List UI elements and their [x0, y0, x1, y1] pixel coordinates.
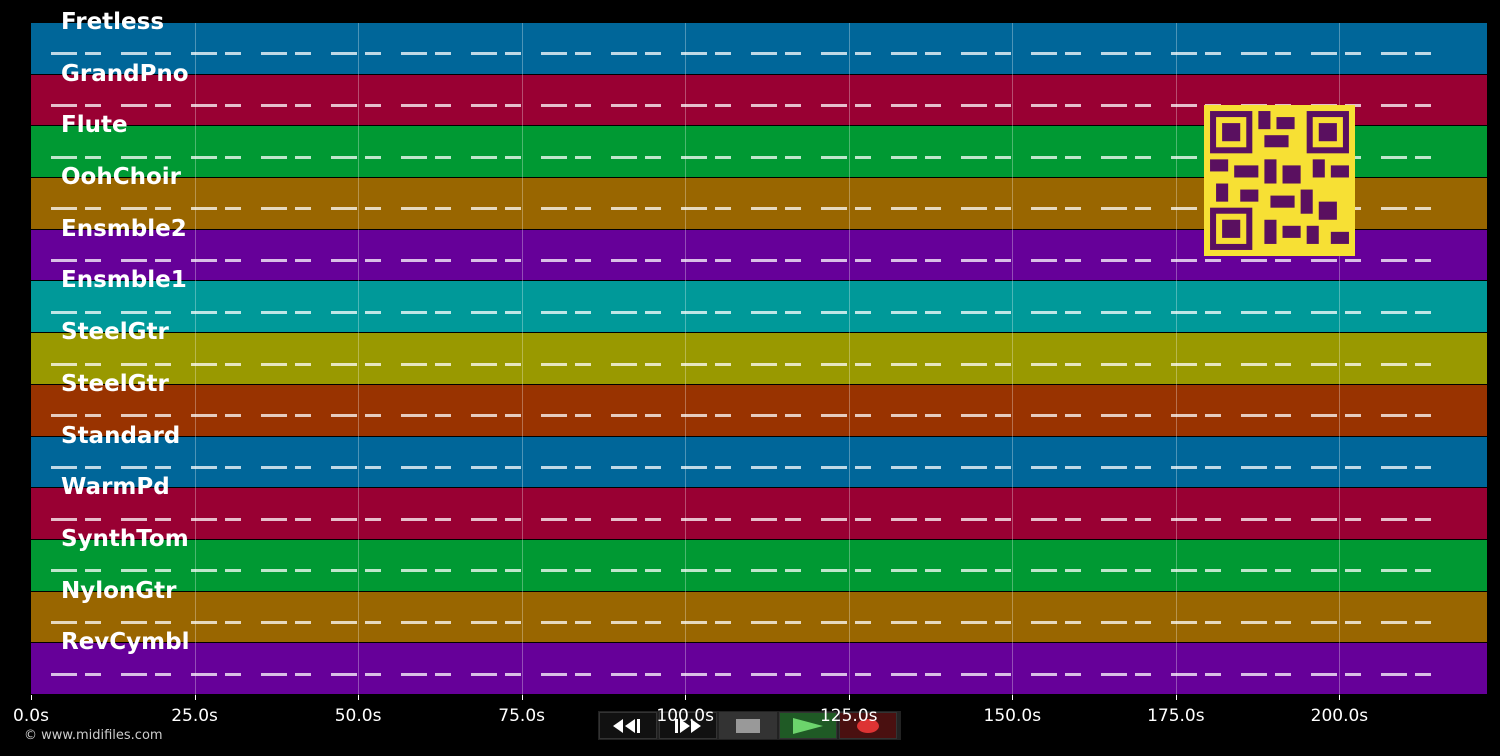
transport-controls [598, 711, 901, 740]
note-strip [51, 362, 1447, 366]
grid-line [1339, 23, 1341, 695]
track-name: SteelGtr [61, 370, 169, 397]
record-button[interactable] [839, 712, 897, 739]
tick-label: 25.0s [171, 706, 218, 726]
note-strip [51, 569, 1447, 573]
tick-mark [1339, 695, 1341, 700]
tick-label: 75.0s [498, 706, 545, 726]
track-name: NylonGtr [61, 577, 177, 604]
grid-line [194, 23, 196, 695]
note-strip [51, 104, 1447, 108]
track-name: OohChoir [61, 164, 182, 191]
tick-mark [194, 695, 196, 700]
track-name: WarmPd [61, 474, 170, 501]
track-name: Flute [61, 112, 128, 139]
tick-mark [358, 695, 360, 700]
track-lane [31, 384, 1487, 437]
note-strip [51, 310, 1447, 314]
track-name: RevCymbl [61, 629, 190, 656]
track-lane [31, 436, 1487, 489]
tick-mark [1175, 695, 1177, 700]
note-strip [51, 517, 1447, 521]
track-lane [31, 539, 1487, 592]
note-strip [51, 621, 1447, 624]
note-strip [51, 207, 1447, 211]
note-strip [51, 155, 1447, 159]
forward-icon [675, 718, 701, 733]
track-name: GrandPno [61, 60, 189, 87]
qr-pattern [1210, 111, 1349, 250]
track-name: Ensmble2 [61, 215, 187, 242]
track-name: Ensmble1 [61, 267, 187, 294]
play-button[interactable] [779, 712, 837, 739]
tick-label: 125.0s [819, 706, 878, 726]
copyright: © www.midifiles.com [24, 728, 163, 743]
grid-line [848, 23, 850, 695]
track-name: SteelGtr [61, 319, 169, 346]
note-strip [51, 672, 1447, 676]
tick-label: 0.0s [13, 706, 49, 726]
record-icon [857, 718, 879, 733]
grid-line [685, 23, 687, 695]
tick-mark [521, 695, 523, 700]
tick-label: 150.0s [983, 706, 1042, 726]
note-strip [51, 414, 1447, 418]
tick-mark [685, 695, 687, 700]
rewind-icon [613, 718, 640, 733]
tick-mark [848, 695, 850, 700]
tick-mark [1012, 695, 1014, 700]
grid-line [1175, 23, 1177, 695]
note-strip [51, 259, 1447, 263]
tick-label: 100.0s [656, 706, 714, 726]
track-lane [31, 281, 1487, 334]
note-strip [51, 52, 1447, 56]
track-lane [31, 488, 1487, 540]
rewind-button[interactable] [599, 712, 657, 739]
tick-label: 50.0s [334, 706, 382, 726]
track-lane [31, 333, 1487, 385]
grid-line [1012, 23, 1014, 695]
grid-line [358, 23, 360, 695]
qr-code [1204, 105, 1355, 256]
stop-button[interactable] [719, 712, 777, 739]
track-lane [31, 23, 1487, 75]
grid-line [521, 23, 523, 695]
track-name: Fretless [61, 9, 165, 35]
tick-mark [31, 695, 32, 700]
track-name: Standard [61, 422, 181, 449]
note-strip [51, 465, 1447, 469]
track-lane [31, 643, 1487, 695]
track-name: SynthTom [61, 525, 189, 552]
forward-button[interactable] [659, 712, 717, 739]
tick-label: 175.0s [1147, 706, 1205, 726]
stop-icon [736, 718, 760, 733]
play-icon [793, 717, 823, 734]
tick-label: 200.0s [1310, 706, 1369, 726]
track-lane [31, 591, 1487, 644]
